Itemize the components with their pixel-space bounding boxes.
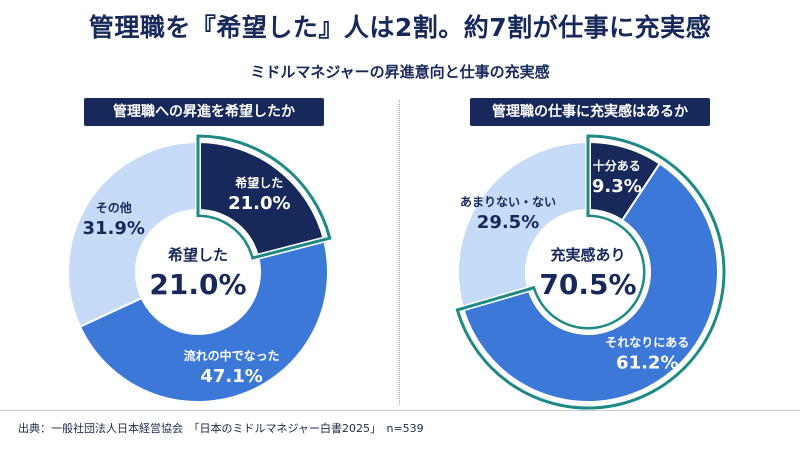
fulfillment-donut-chart: 充実感あり 70.5% 十分ある 9.3% それなりにある 61.2% あまりない・ない 29… [455, 134, 726, 410]
slice-value: 61.2% [616, 353, 678, 374]
highlight-outline [196, 134, 332, 260]
slice-label: 流れの中でなった [184, 348, 280, 363]
slice-label: 希望した [234, 175, 283, 190]
panel-divider [399, 100, 400, 405]
source-note: 出典：一般社団法人日本経営協会 「日本のミドルマネジャー白書2025」 n=53… [18, 422, 424, 435]
center-value: 70.5% [539, 268, 636, 301]
slice-label: あまりない・ない [460, 195, 556, 209]
chart-subtitle: ミドルマネジャーの昇進意向と仕事の充実感 [250, 63, 550, 81]
highlight-outline-inner [195, 134, 332, 262]
slice-label: それなりにある [605, 336, 689, 350]
donut-slice [461, 162, 719, 403]
donut-slice [197, 140, 326, 258]
promotion-donut-chart: 希望した 21.0% 希望した 21.0% 流れの中でなった 47.1% その他 31.9% [67, 134, 332, 403]
slice-value: 29.5% [477, 212, 539, 233]
donut-slice [67, 140, 199, 328]
center-label: 充実感あり [550, 246, 625, 264]
donut-slice [78, 238, 329, 403]
slice-label: 十分ある [593, 158, 641, 173]
donut-center [143, 217, 253, 327]
donut-slice [457, 140, 589, 310]
donut-center [533, 217, 643, 327]
left-panel-title: 管理職への昇進を希望したか [84, 98, 324, 126]
slice-value: 21.0% [228, 193, 290, 214]
slice-value: 31.9% [83, 218, 145, 239]
slice-value: 47.1% [200, 366, 262, 387]
slice-label: その他 [96, 200, 132, 215]
center-label: 希望した [168, 246, 228, 264]
footer-divider [0, 410, 800, 411]
chart-title: 管理職を『希望した』人は2割。約7割が仕事に充実感 [88, 13, 712, 42]
highlight-outline-inner [455, 134, 725, 409]
right-panel-title: 管理職の仕事に充実感はあるか [470, 98, 710, 126]
highlight-outline [455, 134, 726, 410]
slice-value: 9.3% [592, 176, 642, 197]
center-value: 21.0% [149, 268, 246, 301]
